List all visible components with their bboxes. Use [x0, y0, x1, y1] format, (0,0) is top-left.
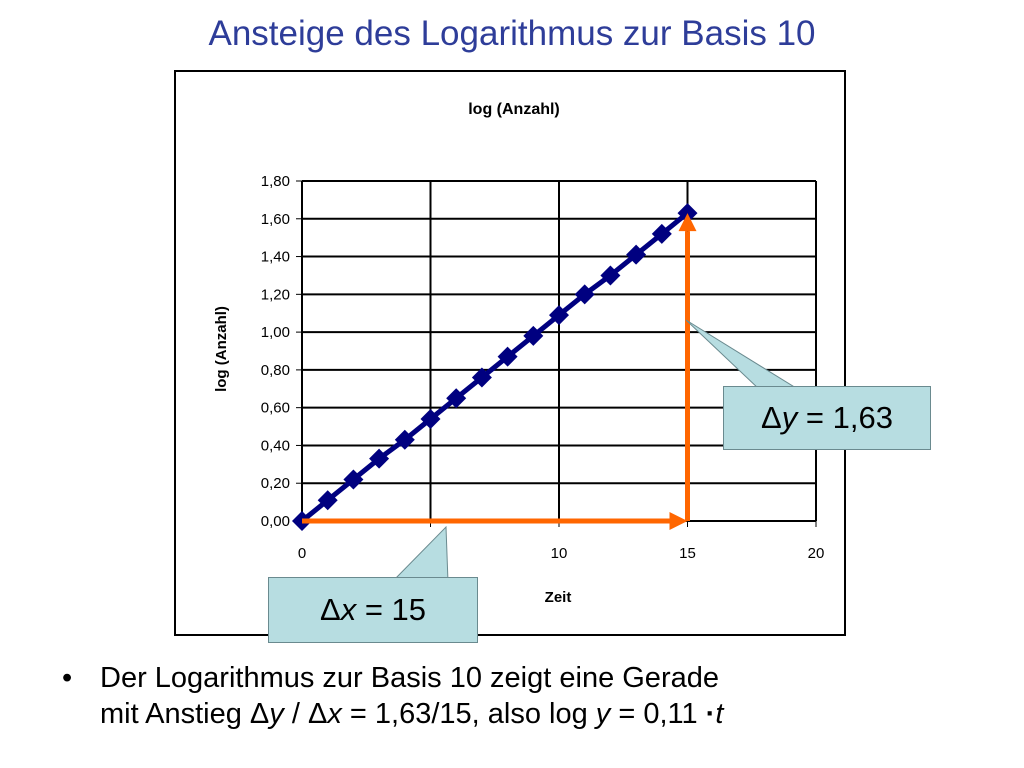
- x-tick-label-0: 0: [298, 545, 306, 562]
- callout-dx-delta: Δ: [319, 592, 341, 627]
- chart: log (Anzahl) 0,00 0,20 0,40 0,60 0,80 1,00 1,2…: [213, 101, 825, 606]
- slide-title: Ansteige des Logarithmus zur Basis 10: [208, 14, 816, 53]
- callout-dy-var: y: [781, 400, 798, 435]
- bullet-middle: = 1,63/15, also log: [341, 698, 596, 730]
- data-point-1: [317, 490, 338, 511]
- x-axis-label: Zeit: [545, 589, 572, 606]
- callout-dy-delta: Δ: [761, 400, 782, 435]
- bullet-dot-operator: ·: [705, 698, 716, 730]
- y-tick-label-5: 1,00: [261, 324, 290, 341]
- data-point-14: [651, 223, 672, 244]
- callout-dy-pointer: [685, 319, 798, 391]
- y-tick-label-0: 0,00: [261, 513, 290, 530]
- data-point-6: [446, 388, 467, 409]
- y-axis-label: log (Anzahl): [213, 306, 230, 392]
- data-point-12: [600, 265, 621, 286]
- x-tick-label-3: 20: [808, 545, 825, 562]
- chart-frame: log (Anzahl) 0,00 0,20 0,40 0,60 0,80 1,00 1,2…: [174, 70, 846, 636]
- y-tick-label-3: 0,60: [261, 400, 290, 417]
- bullet-line1: Der Logarithmus zur Basis 10 zeigt eine …: [100, 662, 719, 694]
- y-tick-label-4: 0,80: [261, 362, 290, 379]
- y-tick-label-2: 0,40: [261, 437, 290, 454]
- bullet-line2-prefix: mit Anstieg Δ: [100, 698, 270, 730]
- arrow-head-0: [669, 512, 688, 530]
- y-tick-label-9: 1,80: [261, 173, 290, 190]
- chart-title: log (Anzahl): [468, 101, 560, 118]
- bullet-var-y: y: [269, 698, 284, 730]
- callout-dy-value: = 1,63: [797, 400, 893, 435]
- y-tick-label-1: 0,20: [261, 475, 290, 492]
- bullet-text: Der Logarithmus zur Basis 10 zeigt eine …: [100, 660, 1012, 732]
- callout-dx-value: = 15: [356, 592, 427, 627]
- data-point-2: [343, 469, 364, 490]
- data-point-8: [497, 346, 518, 367]
- y-tick-label-8: 1,60: [261, 211, 290, 228]
- bullet-point: • Der Logarithmus zur Basis 10 zeigt ein…: [62, 660, 1012, 732]
- bullet-slash: / Δ: [283, 698, 328, 730]
- data-point-9: [523, 325, 544, 346]
- data-point-7: [471, 367, 492, 388]
- data-point-10: [549, 305, 569, 326]
- x-tick-label-2: 15: [679, 545, 696, 562]
- bullet-marker: •: [62, 662, 73, 694]
- arrow-head-1: [678, 213, 697, 232]
- bullet-eq: = 0,11: [610, 698, 706, 730]
- bullet-var-x: x: [327, 698, 342, 730]
- data-point-5: [420, 409, 441, 429]
- data-point-4: [394, 429, 415, 450]
- y-tick-label-7: 1,40: [261, 249, 290, 266]
- callout-dx-pointer: [392, 525, 449, 583]
- data-point-13: [626, 244, 647, 265]
- y-tick-label-6: 1,20: [261, 286, 290, 303]
- x-tick-label-1: 10: [551, 545, 568, 562]
- bullet-var-y2: y: [595, 698, 611, 730]
- data-point-11: [574, 284, 595, 305]
- bullet-var-t: t: [715, 698, 724, 730]
- data-point-3: [369, 448, 390, 469]
- callout-dx-var: x: [340, 592, 357, 627]
- series-line-0: [300, 211, 690, 523]
